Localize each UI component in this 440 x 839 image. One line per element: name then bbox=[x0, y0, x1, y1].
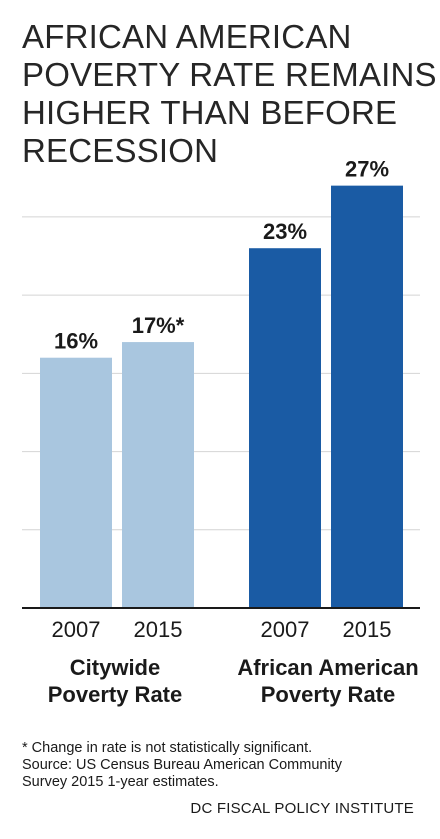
x-tick-label: 2015 bbox=[134, 617, 183, 642]
group-label-citywide: Citywide Poverty Rate bbox=[20, 654, 210, 708]
source-credit: DC FISCAL POLICY INSTITUTE bbox=[190, 800, 414, 817]
bar bbox=[249, 248, 321, 608]
bar-chart: 16% 2007 17%* 2015 23% 2007 27% 2015 bbox=[22, 157, 420, 642]
bar bbox=[122, 342, 194, 608]
footnote-line: * Change in rate is not statistically si… bbox=[22, 740, 313, 756]
x-tick-label: 2007 bbox=[52, 617, 101, 642]
group-label-african-american: African American Poverty Rate bbox=[218, 654, 438, 708]
title-line-4: RECESSION bbox=[22, 132, 219, 169]
footnote-line: Source: US Census Bureau American Commun… bbox=[22, 757, 342, 773]
group-label-line: Poverty Rate bbox=[47, 682, 183, 707]
bar bbox=[331, 185, 403, 608]
group-label-line: Poverty Rate bbox=[260, 682, 396, 707]
data-label: 27% bbox=[345, 157, 389, 182]
group-label-line: African American bbox=[237, 655, 419, 680]
bar bbox=[40, 357, 112, 608]
x-tick-label: 2015 bbox=[343, 617, 392, 642]
data-label: 17%* bbox=[132, 313, 185, 338]
title-line-1: AFRICAN AMERICAN bbox=[22, 18, 352, 55]
data-label: 16% bbox=[54, 329, 98, 354]
title-line-2: POVERTY RATE REMAINS bbox=[22, 56, 437, 93]
data-label: 23% bbox=[263, 219, 307, 244]
x-tick-label: 2007 bbox=[261, 617, 310, 642]
group-label-line: Citywide bbox=[69, 655, 161, 680]
footnote-line: Survey 2015 1-year estimates. bbox=[22, 774, 219, 790]
title-line-3: HIGHER THAN BEFORE bbox=[22, 94, 398, 131]
